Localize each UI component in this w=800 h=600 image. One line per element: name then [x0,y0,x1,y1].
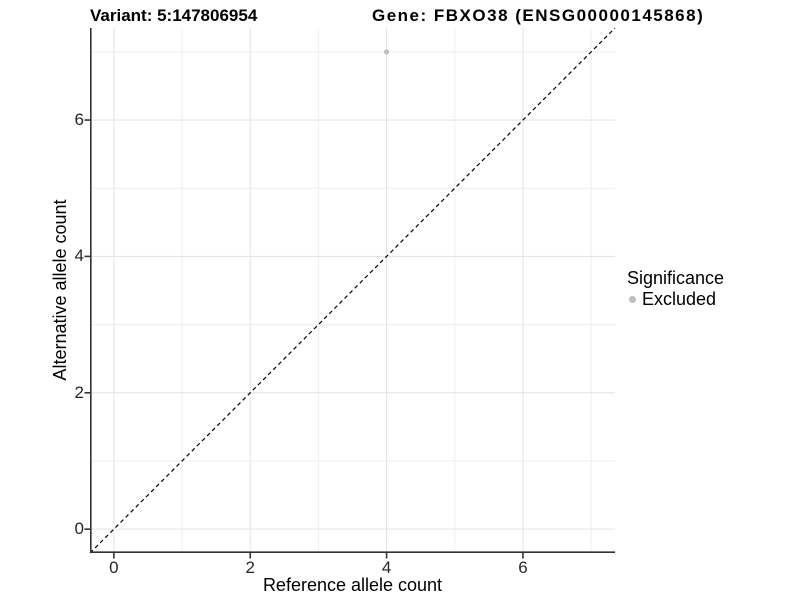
plot-title-gene: Gene: FBXO38 (ENSG00000145868) [372,6,705,25]
y-tick-label: 4 [74,246,84,266]
x-tick-label: 2 [245,558,255,577]
legend: Significance Excluded [627,268,724,309]
legend-point-circle-icon [629,295,636,303]
legend-item-label: Excluded [642,289,717,309]
x-axis-title: Reference allele count [262,575,443,595]
x-tick-label: 4 [381,558,392,577]
data-point-excluded [383,49,390,55]
y-tick-label: 2 [74,382,84,402]
x-tick-label: 0 [109,558,119,577]
y-tick-label: 6 [74,110,84,130]
legend-title: Significance [627,268,725,288]
y-tick-label: 0 [74,519,84,539]
x-tick-label: 6 [518,558,528,577]
plot-panel [84,27,616,559]
plot-title-variant: Variant: 5:147806954 [90,6,258,25]
plot-svg [84,27,616,559]
identity-dashed-line [89,27,616,554]
y-axis-title: Alternative allele count [50,199,70,381]
legend-item-excluded: Excluded [627,289,724,309]
